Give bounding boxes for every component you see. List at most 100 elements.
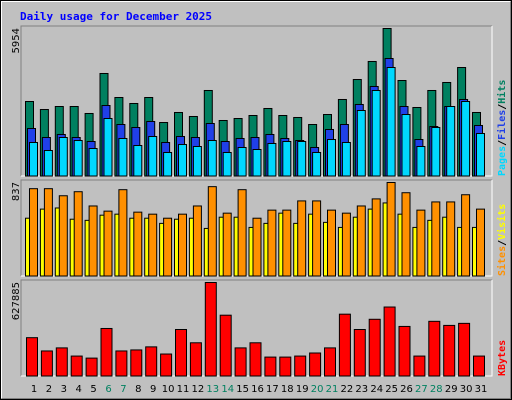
chart-title: Daily usage for December 2025 <box>20 10 212 23</box>
legend-entry: Pages <box>497 146 508 176</box>
bar <box>207 186 217 277</box>
bar <box>294 355 307 377</box>
bar <box>356 110 366 177</box>
bar <box>204 282 217 377</box>
x-tick-label: 20 <box>311 384 324 395</box>
bevel <box>20 179 492 276</box>
bar <box>118 137 128 177</box>
x-tick-label: 3 <box>61 384 67 395</box>
x-tick-label: 5 <box>90 384 96 395</box>
bar <box>458 322 471 377</box>
legend: Sites/Visits <box>496 204 508 276</box>
bar <box>476 132 485 177</box>
legend-entry: Visits <box>496 204 508 240</box>
bar <box>264 356 277 377</box>
x-tick-label: 14 <box>221 384 234 395</box>
bar <box>312 200 322 277</box>
bar <box>416 209 426 277</box>
bar <box>133 211 143 277</box>
bar <box>26 337 38 377</box>
bar <box>178 213 187 277</box>
x-tick-label: 21 <box>326 384 339 395</box>
bar <box>401 114 411 177</box>
bar <box>118 189 128 277</box>
bar <box>85 357 98 377</box>
bar <box>282 141 292 177</box>
x-tick-label: 27 <box>415 384 428 395</box>
x-tick-label: 25 <box>385 384 398 395</box>
legend-entry: Hits <box>496 80 508 104</box>
bar <box>207 140 217 177</box>
bar <box>175 328 187 377</box>
legend: KBytes <box>497 340 508 376</box>
x-tick-label: 6 <box>105 384 111 395</box>
bar <box>145 346 158 377</box>
bar <box>267 209 277 277</box>
x-tick-label: 13 <box>206 384 219 395</box>
x-tick-label: 29 <box>445 384 458 395</box>
bar <box>88 148 98 177</box>
bar <box>43 149 53 177</box>
x-tick-label: 23 <box>355 384 368 395</box>
x-tick-label: 8 <box>135 384 141 395</box>
bar <box>100 327 113 377</box>
x-tick-label: 30 <box>460 384 473 395</box>
bar <box>237 146 247 177</box>
bar <box>327 209 336 277</box>
x-tick-label: 17 <box>266 384 279 395</box>
bar <box>341 212 351 277</box>
bar <box>55 347 68 377</box>
bar <box>249 342 262 377</box>
x-tick-label: 1 <box>31 384 37 395</box>
x-tick-label: 18 <box>281 384 294 395</box>
bar <box>356 205 366 277</box>
bar <box>312 151 322 177</box>
x-tick-label: 16 <box>251 384 264 395</box>
bar <box>473 355 485 377</box>
bar <box>88 205 98 277</box>
bar <box>29 141 38 177</box>
y-tick-label: 5954 <box>11 28 22 53</box>
bar <box>103 118 113 177</box>
bar <box>327 139 336 177</box>
bar <box>130 349 143 377</box>
x-tick-label: 7 <box>120 384 126 395</box>
bar <box>398 325 411 377</box>
x-tick-label: 9 <box>150 384 156 395</box>
bar <box>428 320 441 377</box>
legend-entry: KBytes <box>497 340 508 376</box>
x-tick-label: 22 <box>341 384 354 395</box>
bar <box>353 328 366 377</box>
bar <box>461 101 471 177</box>
bar <box>73 140 83 177</box>
x-tick-label: 31 <box>475 384 488 395</box>
bar <box>383 306 396 377</box>
bar <box>386 182 396 277</box>
y-tick-label: 627885 <box>11 282 22 320</box>
bar <box>43 188 53 277</box>
x-tick-label: 28 <box>430 384 443 395</box>
x-tick-label: 10 <box>162 384 175 395</box>
bar <box>222 212 232 277</box>
bar <box>416 145 426 177</box>
bar <box>461 194 471 277</box>
bar <box>192 205 202 277</box>
bar <box>234 347 247 377</box>
bar <box>115 350 128 377</box>
bar <box>371 198 381 277</box>
bar <box>431 127 441 177</box>
bar <box>178 144 187 177</box>
legend: Pages/Files/Hits <box>496 80 508 176</box>
bar <box>446 106 456 177</box>
x-tick-label: 19 <box>296 384 309 395</box>
x-tick-label: 26 <box>400 384 413 395</box>
bar <box>297 200 307 277</box>
bar <box>148 213 158 277</box>
bar <box>163 217 173 277</box>
bar <box>341 141 351 177</box>
x-tick-label: 2 <box>46 384 52 395</box>
legend-entry: Sites <box>496 246 508 276</box>
bevel <box>20 279 492 376</box>
